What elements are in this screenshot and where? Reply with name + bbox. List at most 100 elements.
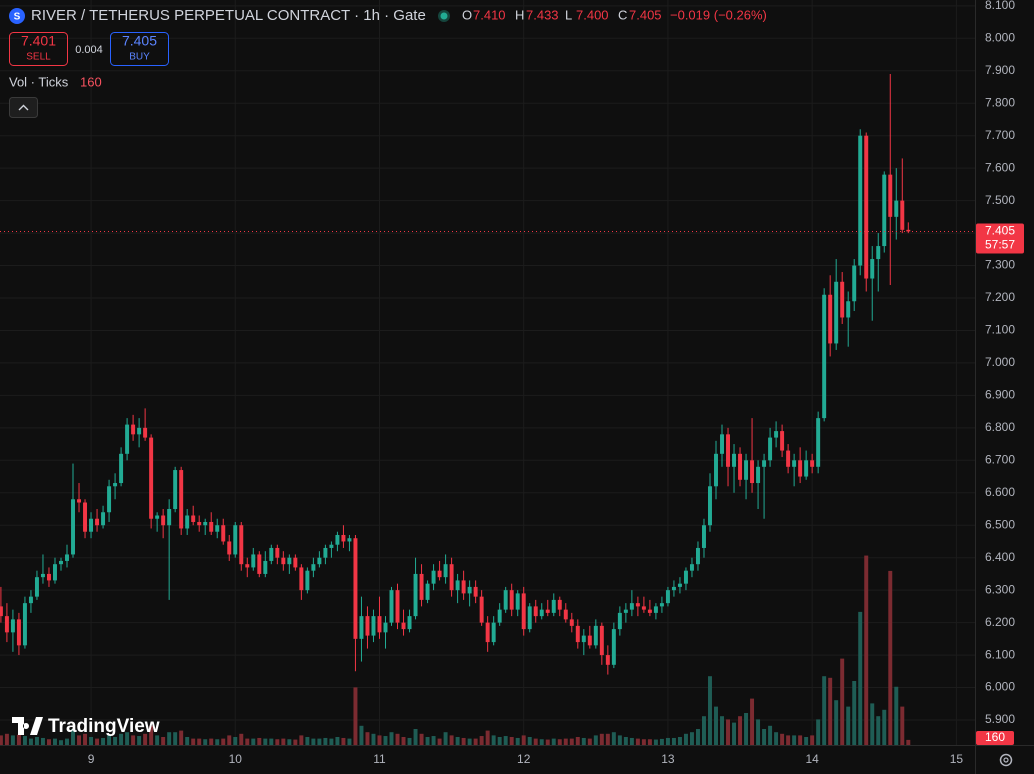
volume-bar <box>689 732 694 745</box>
volume-bar <box>179 730 184 745</box>
volume-bar <box>635 738 640 745</box>
candle-body <box>143 427 148 438</box>
candle-body <box>119 453 124 484</box>
y-tick-label: 7.500 <box>985 193 1015 207</box>
volume-bar <box>888 570 893 745</box>
volume-bar <box>756 719 761 745</box>
ohlc-value: 7.400 <box>576 7 609 22</box>
volume-bar <box>59 740 63 745</box>
candle-body <box>726 434 731 467</box>
volume-bar <box>46 739 51 745</box>
candle-body <box>215 525 220 532</box>
volume-bar <box>353 687 358 745</box>
volume-bar <box>467 738 472 745</box>
candle-body <box>695 547 700 565</box>
volume-bar <box>882 709 887 745</box>
volume-bar <box>22 736 27 745</box>
volume-bar <box>515 737 520 745</box>
candle-body <box>113 483 118 487</box>
volume-bar <box>293 739 298 745</box>
settings-icon[interactable] <box>999 753 1013 767</box>
candle-body <box>509 590 514 610</box>
candle-body <box>900 200 905 230</box>
volume-bar <box>497 737 502 745</box>
volume-indicator-name[interactable]: Vol · Ticks <box>9 74 69 89</box>
volume-bar <box>906 739 911 745</box>
candle-body <box>221 525 226 542</box>
volume-bar <box>395 733 400 745</box>
volume-bar <box>539 739 544 745</box>
candle-body <box>816 418 821 467</box>
volume-bar <box>40 737 45 745</box>
volume-bar <box>137 736 142 745</box>
last-volume-label: 160 <box>985 730 1005 744</box>
candle-body <box>774 431 779 438</box>
candle-body <box>563 609 568 620</box>
candle-body <box>581 635 586 643</box>
candle-body <box>750 460 755 484</box>
volume-bar <box>4 733 9 745</box>
volume-bar <box>371 733 376 745</box>
countdown: 57:57 <box>985 238 1015 252</box>
chart-title[interactable]: RIVER / TETHERUS PERPETUAL CONTRACT · 1h… <box>31 7 426 24</box>
candle-body <box>858 135 863 266</box>
candle-body <box>479 596 484 623</box>
sell-button[interactable] <box>9 32 68 66</box>
volume-bar <box>377 735 382 745</box>
candle-body <box>275 547 280 558</box>
logo-text[interactable]: TradingView <box>48 716 160 737</box>
volume-bar <box>509 737 514 745</box>
candle-body <box>888 174 893 217</box>
sell-price: 7.401 <box>21 33 56 49</box>
candle-body <box>359 616 364 639</box>
y-tick-label: 8.000 <box>985 30 1015 44</box>
volume-bar <box>209 738 214 745</box>
last-price-box <box>976 223 1024 254</box>
x-tick-label: 11 <box>373 752 386 766</box>
volume-bar <box>311 738 316 745</box>
volume-bar <box>233 737 238 745</box>
candle-body <box>167 509 172 526</box>
volume-bar <box>479 736 484 745</box>
volume-bar <box>629 737 634 745</box>
candle-body <box>473 586 478 597</box>
candle-body <box>497 609 502 623</box>
candle-body <box>401 622 406 630</box>
x-tick-label: 14 <box>805 752 819 766</box>
candle-body <box>798 460 803 477</box>
volume-bar <box>425 737 430 745</box>
volume-bar <box>575 737 580 745</box>
y-tick-label: 6.200 <box>985 615 1015 629</box>
volume-bar <box>365 732 370 745</box>
volume-bar <box>750 698 755 745</box>
symbol-badge[interactable] <box>9 8 25 24</box>
volume-bar <box>491 735 496 745</box>
candle-body <box>305 570 310 591</box>
candle-body <box>647 609 652 613</box>
candle-body <box>894 200 899 217</box>
volume-bar <box>533 738 538 745</box>
volume-bar <box>695 729 700 745</box>
candle-body <box>209 521 214 532</box>
volume-bar <box>702 716 706 745</box>
candle-body <box>732 453 737 467</box>
volume-bar <box>191 738 196 745</box>
x-tick-label: 10 <box>229 752 243 766</box>
volume-bar <box>545 739 550 745</box>
ohlc-value: 7.433 <box>526 7 559 22</box>
candle-body <box>822 294 827 419</box>
volume-bar <box>768 725 773 745</box>
candle-body <box>852 265 857 302</box>
volume-bar <box>173 732 178 745</box>
candle-body <box>689 564 694 571</box>
ohlc-label: H <box>515 7 524 22</box>
volume-bar <box>161 737 166 745</box>
candle-body <box>768 437 773 461</box>
y-tick-label: 6.100 <box>985 647 1015 661</box>
buy-button[interactable] <box>110 32 169 66</box>
candle-body <box>882 174 887 247</box>
collapse-button[interactable] <box>9 97 38 118</box>
